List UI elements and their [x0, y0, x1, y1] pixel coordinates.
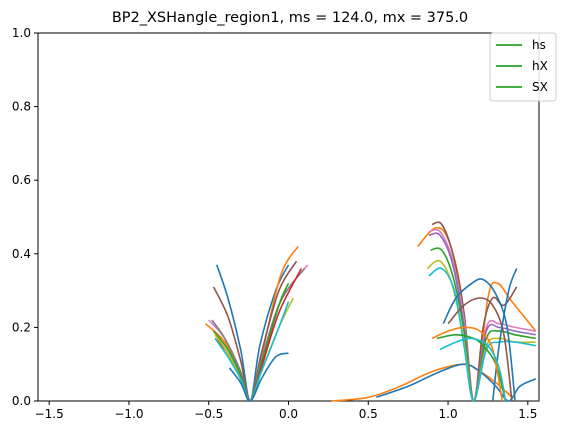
- series-line-18: [426, 259, 536, 402]
- series-line-16: [428, 232, 536, 402]
- x-tick-label: −1.5: [35, 407, 64, 421]
- series-line-25: [439, 337, 507, 402]
- series-group: [204, 221, 537, 402]
- x-tick-label: −1.0: [114, 407, 143, 421]
- y-tick-label: 0.6: [12, 173, 31, 187]
- x-tick-label: 1.0: [439, 407, 458, 421]
- legend-label: hX: [532, 59, 548, 73]
- y-tick-label: 1.0: [12, 26, 31, 40]
- x-axis: −1.5 −1.0 −0.5 0.0 0.5 1.0 1.5: [35, 401, 537, 421]
- legend: hs hX SX: [489, 32, 557, 102]
- series-line-21: [447, 297, 513, 402]
- series-line-10: [228, 352, 289, 402]
- series-line-19: [428, 267, 536, 402]
- x-tick-label: 0.5: [359, 407, 378, 421]
- y-tick-label: 0.2: [12, 320, 31, 334]
- chart-title: BP2_XSHangle_region1, ms = 124.0, mx = 3…: [112, 10, 468, 26]
- series-line-20: [442, 278, 516, 402]
- y-tick-label: 0.4: [12, 247, 31, 261]
- y-axis: 0.0 0.2 0.4 0.6 0.8 1.0: [12, 26, 38, 408]
- legend-label: hs: [532, 38, 546, 52]
- plot-area: −1.5 −1.0 −0.5 0.0 0.5 1.0 1.5 0.0 0.2 0.4 0.6 0.8…: [12, 26, 540, 421]
- series-line-13: [417, 226, 537, 402]
- y-tick-label: 0.0: [12, 394, 31, 408]
- y-tick-label: 0.8: [12, 100, 31, 114]
- legend-box: [489, 32, 557, 102]
- x-tick-label: 1.5: [518, 407, 537, 421]
- series-line-22: [491, 268, 518, 402]
- series-line-11: [331, 363, 513, 402]
- x-tick-label: 0.0: [279, 407, 298, 421]
- legend-label: SX: [532, 80, 548, 94]
- x-tick-label: −0.5: [194, 407, 223, 421]
- series-line-2: [204, 245, 299, 402]
